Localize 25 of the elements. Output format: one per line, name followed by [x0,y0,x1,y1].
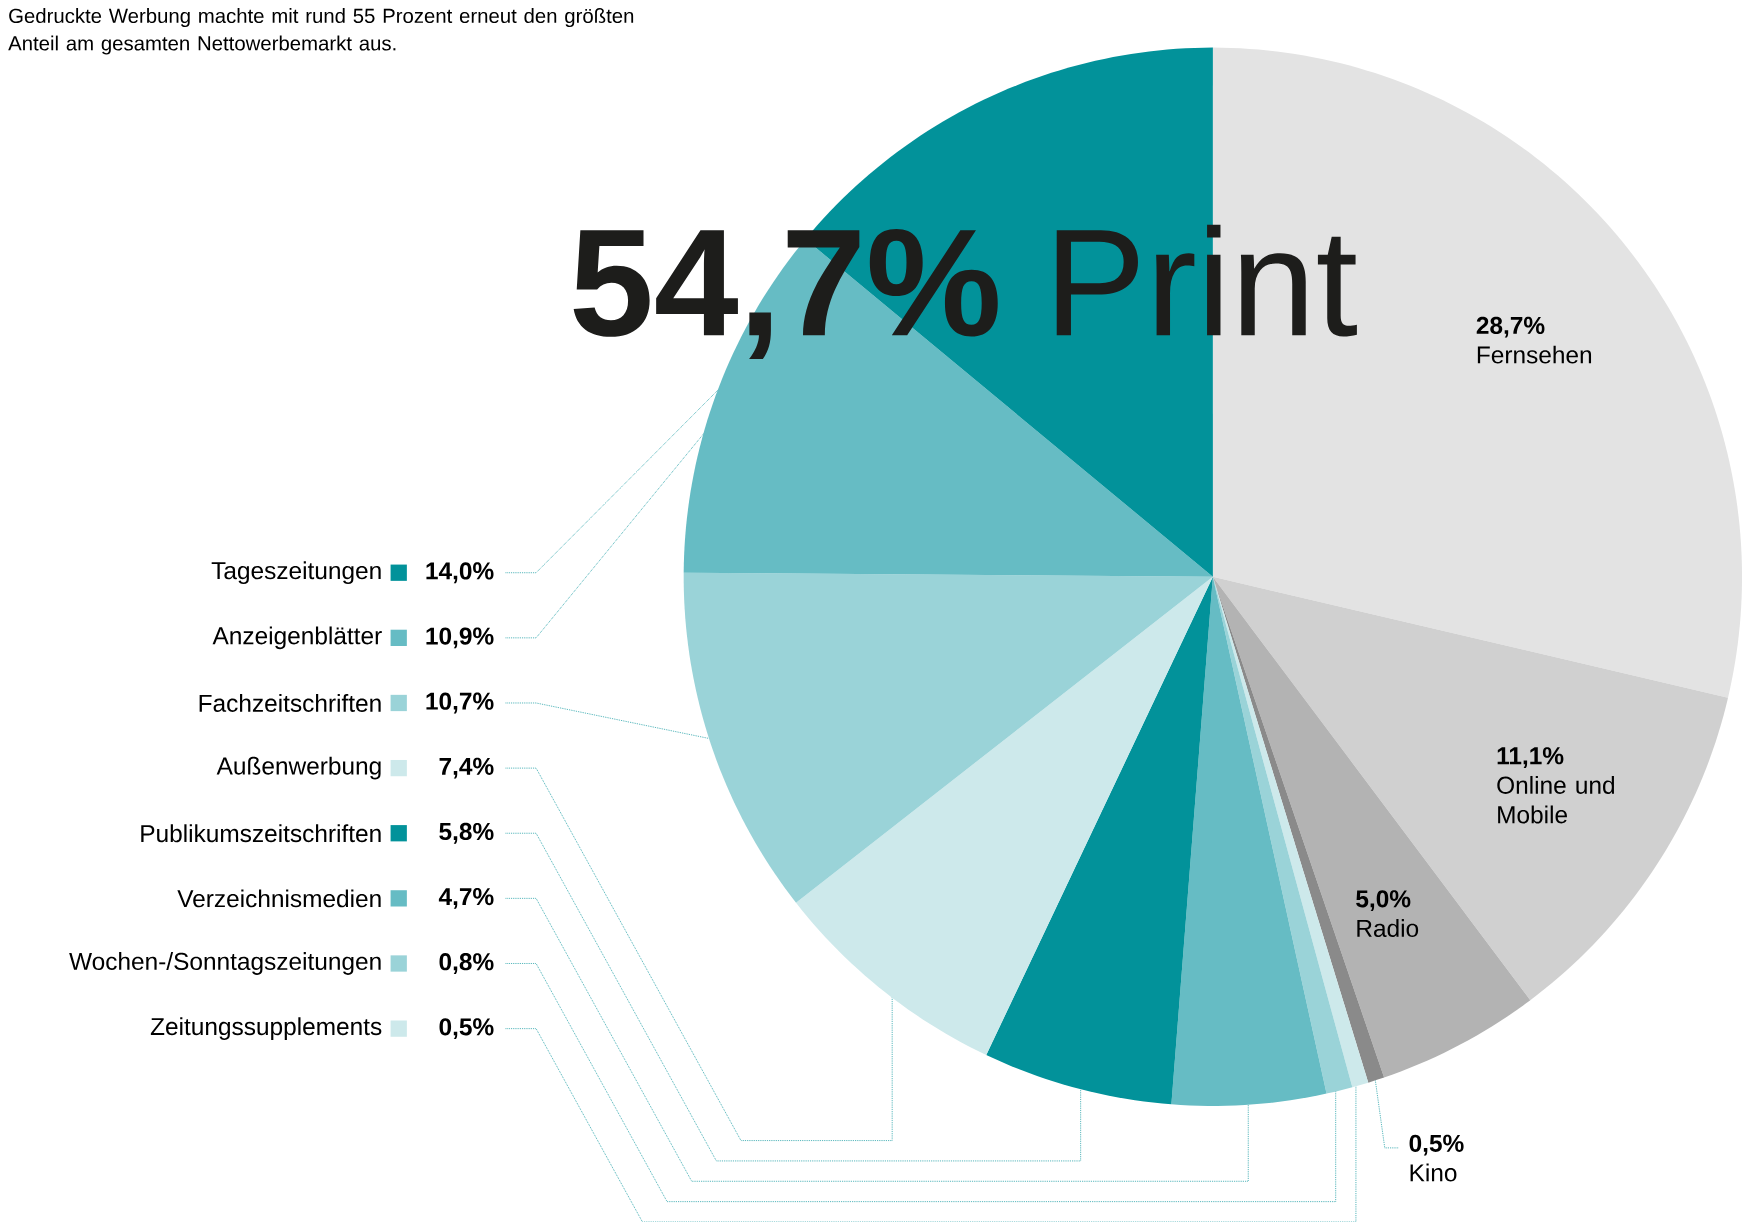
data-label: 0,5% [439,1018,494,1039]
slice-label: Fernsehen [1477,345,1592,364]
legend-label: Tageszeitungen [211,561,381,584]
legend-label: Verzeichnismedien [177,889,381,908]
data-label: 28,7% [1476,316,1545,338]
slice-label: Online und Mobile [1497,775,1615,824]
legend-label: Zeitungssupplements [150,1017,382,1040]
legend-label: Außenwerbung [216,756,381,780]
legend-label: Wochen-/Sonntagszeitungen [69,951,381,975]
data-label: 4,7% [438,887,494,909]
legend-label: Fachzeitschriften [199,693,381,712]
legend-label: Anzeigenblätter [212,626,382,650]
data-label: 10,7% [426,692,494,714]
data-label: 5,0% [1356,890,1411,911]
slice-label: Kino [1410,1163,1457,1182]
data-label: 11,1% [1497,746,1564,768]
data-label: 0,5% [1409,1134,1464,1156]
chart-subtitle: Gedruckte Werbung machte mit rund 55 Prozent erneut den größten Anteil am gesamten Nettowerbemarkt aus. [8,7,634,55]
data-label: 10,9% [426,627,494,649]
data-label: 14,0% [426,562,494,583]
data-label: 5,8% [439,822,494,844]
slice-label: Radio [1357,918,1419,937]
legend-label: Publikumszeitschriften [141,824,381,843]
data-label: 0,8% [439,952,494,974]
data-label: 7,4% [439,757,494,779]
